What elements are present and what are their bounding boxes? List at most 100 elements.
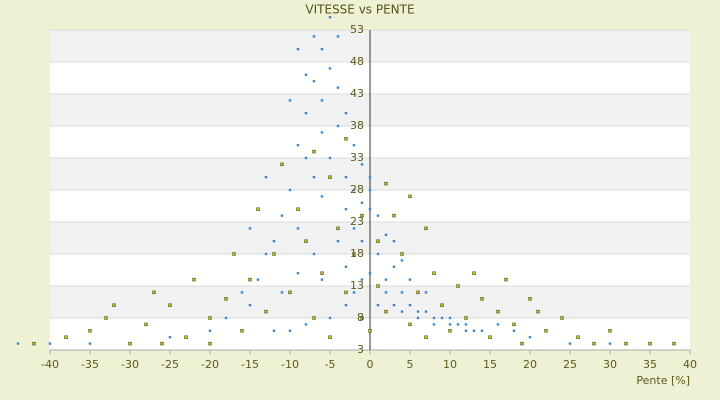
point [88,329,92,333]
point [408,322,412,327]
point [288,99,292,102]
point [368,188,372,192]
point [280,162,284,167]
point [48,342,52,345]
point [240,291,244,294]
x-tick-label: -35 [81,358,99,371]
point [624,341,628,346]
point [128,341,132,346]
point [208,329,212,332]
point [88,342,92,345]
point [440,303,444,307]
point [32,341,36,346]
x-axis-label: Pente [%] [636,374,690,387]
point [448,316,452,320]
point [192,277,196,282]
point [224,316,228,320]
x-tick-label: -5 [325,358,336,371]
x-tick-label: 40 [683,358,697,371]
point [288,329,292,332]
y-tick-label: 13 [350,279,364,292]
x-tick-label: 35 [643,358,657,371]
point [416,310,420,313]
point [264,309,268,314]
point [328,175,332,179]
point [296,48,300,51]
chart-title: VITESSE vs PENTE [305,3,414,17]
point [480,329,484,332]
point [352,291,356,294]
point [472,271,476,275]
point [360,240,364,243]
point [392,304,396,307]
point [376,284,380,288]
point [320,48,324,51]
point [448,323,452,326]
point [368,176,372,179]
point [368,208,372,211]
point [488,335,492,339]
point [512,329,516,332]
y-tick-label: 3 [357,343,364,356]
y-tick-label: 8 [357,311,364,324]
point [592,341,596,346]
point [312,316,316,320]
point [328,67,332,70]
point [648,341,652,346]
point [304,156,308,160]
x-tick-label: -30 [121,358,139,371]
point [400,259,404,262]
x-tick-label: 10 [443,358,457,371]
point [576,335,580,339]
y-tick-label: 48 [350,55,364,68]
point [360,201,364,204]
point [344,304,348,307]
point [168,303,172,307]
point [336,86,340,89]
x-tick-label: 20 [523,358,537,371]
point [376,252,380,256]
point [328,316,332,320]
point [224,297,228,301]
y-tick-label: 33 [350,151,364,164]
point [312,80,316,83]
point [272,329,276,332]
point [376,304,380,307]
point [528,336,532,339]
point [168,336,172,339]
point [416,316,420,320]
y-tick-label: 18 [350,247,364,260]
point [496,309,500,314]
point [376,239,380,243]
point [344,290,348,295]
point [384,291,388,294]
point [504,277,508,282]
point [384,278,388,281]
point [608,329,612,333]
point [288,290,292,295]
point [312,176,316,179]
point [408,194,412,199]
point [464,316,468,320]
point [464,323,468,326]
point [336,240,340,243]
point [448,329,452,333]
point [672,341,676,346]
point [264,252,268,256]
point [240,329,244,333]
point [352,144,356,147]
point [536,309,540,314]
point [472,329,476,332]
y-tick-label: 28 [350,183,364,196]
point [104,316,108,320]
x-tick-label: -25 [161,358,179,371]
point [424,226,428,231]
point [392,265,396,268]
point [392,213,396,218]
point [360,316,364,320]
point [320,271,324,275]
point [528,297,532,301]
point [264,176,268,179]
point [608,342,612,345]
point [544,329,548,333]
